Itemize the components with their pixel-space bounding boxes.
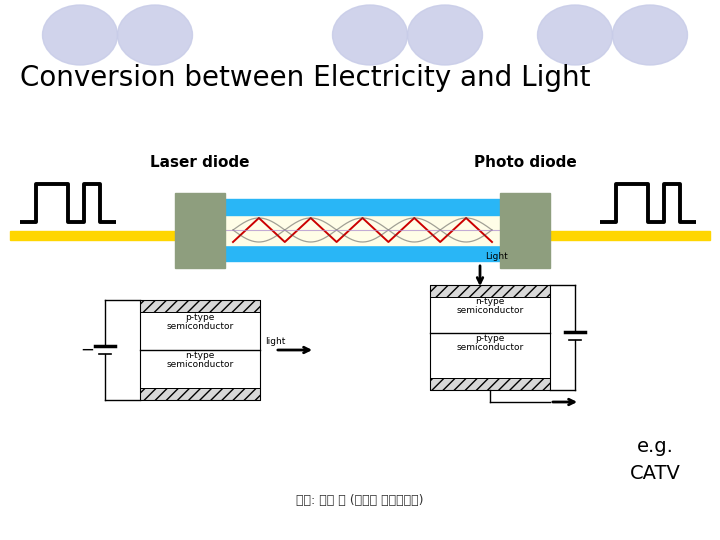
- Text: p-type: p-type: [185, 313, 215, 322]
- Bar: [10, 231, 175, 240]
- Bar: [430, 285, 550, 390]
- Text: e.g.
CATV: e.g. CATV: [629, 437, 680, 483]
- Bar: [430, 378, 550, 390]
- Text: 作成: 中村 遅 (大学院 情報科学府): 作成: 中村 遅 (大学院 情報科学府): [296, 494, 424, 507]
- Text: p-type: p-type: [475, 334, 505, 343]
- Bar: [500, 192, 550, 267]
- Bar: [140, 350, 260, 388]
- Bar: [225, 245, 500, 261]
- Bar: [225, 199, 500, 215]
- Ellipse shape: [117, 5, 192, 65]
- Text: Photo diode: Photo diode: [474, 155, 577, 170]
- Bar: [550, 231, 710, 240]
- Text: semiconductor: semiconductor: [166, 322, 233, 331]
- Ellipse shape: [613, 5, 688, 65]
- Text: n-type: n-type: [475, 297, 505, 306]
- Bar: [140, 388, 260, 400]
- Text: semiconductor: semiconductor: [166, 360, 233, 369]
- Bar: [140, 300, 260, 400]
- Text: semiconductor: semiconductor: [456, 306, 523, 315]
- Text: −: −: [80, 341, 94, 359]
- Bar: [175, 192, 225, 267]
- Text: light: light: [265, 337, 285, 346]
- Ellipse shape: [538, 5, 613, 65]
- Bar: [430, 333, 550, 378]
- Bar: [140, 312, 260, 350]
- Text: Light: Light: [485, 252, 508, 261]
- Bar: [140, 300, 260, 312]
- Bar: [430, 285, 550, 297]
- Text: Conversion between Electricity and Light: Conversion between Electricity and Light: [20, 64, 590, 92]
- Bar: [430, 297, 550, 333]
- Ellipse shape: [42, 5, 117, 65]
- Text: Laser diode: Laser diode: [150, 155, 250, 170]
- Bar: [225, 215, 500, 245]
- Text: n-type: n-type: [185, 351, 215, 360]
- Ellipse shape: [408, 5, 482, 65]
- Text: semiconductor: semiconductor: [456, 343, 523, 353]
- Ellipse shape: [333, 5, 408, 65]
